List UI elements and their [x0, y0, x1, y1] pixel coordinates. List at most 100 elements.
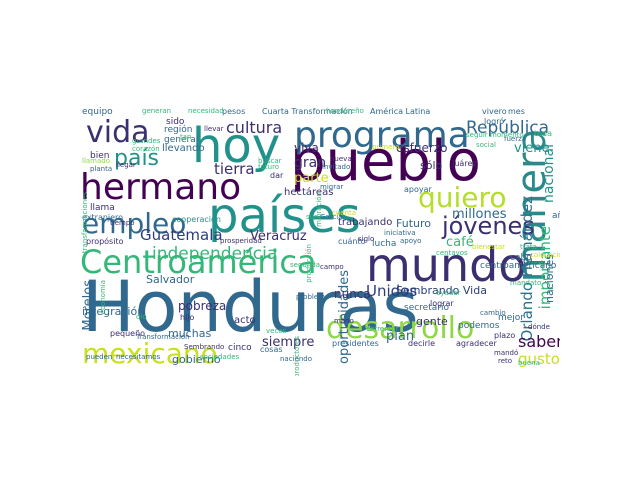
- word: bienestar: [472, 243, 505, 251]
- word: bien: [90, 151, 110, 161]
- word: cuánto: [338, 237, 366, 246]
- word: logró: [484, 117, 505, 126]
- word: problema: [296, 293, 330, 301]
- word: buscar: [258, 157, 282, 165]
- word: ayudar: [436, 289, 461, 297]
- word: desarrollo: [326, 311, 475, 346]
- word: República: [466, 118, 550, 138]
- word: trabajando: [338, 217, 393, 228]
- word: momento: [490, 131, 524, 139]
- word: viva: [294, 141, 319, 155]
- word: dónde: [528, 323, 550, 331]
- word: pueden: [86, 353, 113, 361]
- word: plazo: [494, 331, 516, 340]
- word: nunca: [334, 287, 371, 301]
- word: dar: [270, 171, 284, 180]
- word: vivero: [482, 107, 507, 116]
- word: migración: [315, 192, 323, 227]
- word: mexicano: [82, 337, 218, 370]
- word: región: [164, 125, 193, 135]
- word: necesidad: [188, 107, 224, 115]
- word: siempre: [262, 335, 315, 350]
- word: mano: [334, 317, 354, 325]
- word: siglo: [358, 235, 375, 243]
- word: llevar: [204, 125, 224, 133]
- word: llamado: [82, 157, 111, 165]
- word: apoyar: [404, 185, 432, 194]
- word: García: [320, 213, 343, 221]
- word: Transformación: [136, 333, 190, 341]
- word: corazón: [132, 145, 160, 153]
- word: cuenta: [332, 209, 357, 217]
- word: lucha: [372, 239, 397, 249]
- word: centroamericano: [480, 261, 557, 271]
- word: generan: [142, 107, 172, 115]
- word: países: [208, 188, 361, 244]
- word: cultura: [226, 118, 283, 137]
- word: cooperación: [172, 215, 221, 224]
- word: extranjero: [82, 213, 124, 222]
- word: apoyo: [400, 237, 422, 245]
- word: vida: [86, 115, 150, 150]
- word: muchas: [168, 327, 212, 340]
- word: tiempo: [110, 219, 135, 227]
- word: pequeño: [110, 329, 146, 338]
- word: hondureño: [326, 107, 364, 115]
- word: viene: [514, 141, 550, 156]
- word: segunda: [290, 261, 321, 269]
- word: independencia: [152, 244, 278, 264]
- word: Sembrando: [184, 343, 225, 351]
- word: Centroamérica: [80, 243, 317, 281]
- word: presidentes: [332, 339, 379, 348]
- word: prosperidad: [220, 237, 262, 245]
- word: sólo: [420, 159, 443, 172]
- word: pesos: [222, 107, 246, 116]
- word: centavos: [436, 249, 468, 257]
- word: mandó: [494, 349, 519, 357]
- word: nueva: [330, 155, 352, 163]
- word: millones: [452, 207, 507, 222]
- word: gente: [416, 315, 448, 328]
- word: general: [164, 135, 199, 145]
- word-cloud: Honduras pueblo hoy países mundo hermano…: [80, 104, 560, 376]
- word: parte: [294, 171, 329, 186]
- word: planta: [90, 165, 113, 173]
- word: grandes: [132, 137, 161, 145]
- word: hermano: [80, 167, 242, 208]
- word: decirle: [408, 339, 436, 348]
- word: cabo: [510, 253, 532, 263]
- word: Juárez: [452, 159, 477, 168]
- word: café: [446, 235, 474, 250]
- word: gran: [294, 155, 327, 171]
- word: gobierno: [172, 353, 221, 366]
- word: colocación: [530, 251, 560, 259]
- word: sociedades: [200, 353, 240, 361]
- word: hectáreas: [284, 187, 334, 198]
- word: empleo: [82, 207, 187, 240]
- word: mandato: [510, 279, 542, 287]
- word: cinco: [228, 343, 252, 353]
- word: llama: [90, 203, 115, 213]
- word: fuerza: [504, 135, 527, 143]
- word: economía: [99, 280, 107, 315]
- word: Cuarta Transformación: [262, 107, 353, 116]
- word: transformaciones: [81, 192, 89, 254]
- word: quiero: [418, 181, 507, 214]
- word: gusto: [518, 350, 560, 368]
- word: años: [552, 211, 560, 221]
- word: Sembrando Vida: [396, 284, 487, 297]
- word: equipo: [82, 107, 113, 117]
- word: toda: [534, 129, 553, 138]
- word: buena: [518, 359, 540, 367]
- word: Guatemala: [140, 226, 223, 244]
- word: agradecer: [456, 339, 497, 348]
- word: futuro: [258, 163, 280, 171]
- word: podemos: [458, 321, 500, 331]
- word: iniciativa: [384, 229, 416, 237]
- word: llegar: [116, 161, 136, 169]
- word: migrar: [320, 183, 344, 191]
- word: programa: [294, 115, 470, 156]
- word: social: [476, 141, 496, 149]
- word: cosas: [260, 345, 283, 354]
- word: país: [114, 146, 160, 171]
